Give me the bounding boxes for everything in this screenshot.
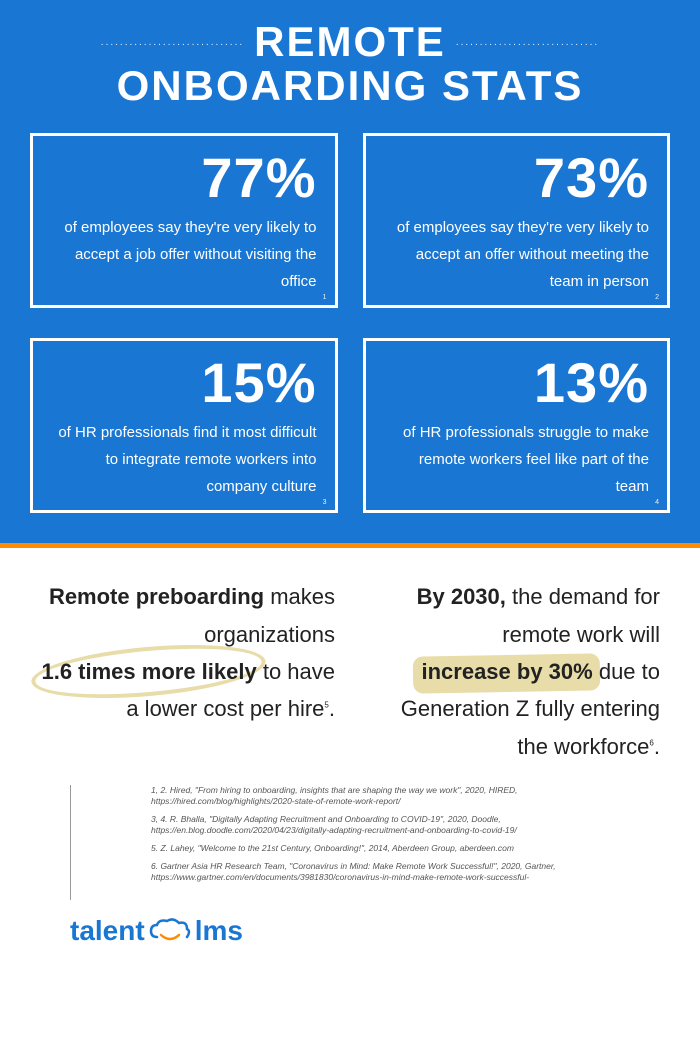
stat-cards: 77% of employees say they're very likely… [30, 133, 670, 513]
dots-left: .............................. [101, 37, 244, 48]
stat-desc: of HR professionals struggle to make rem… [384, 419, 650, 500]
references: 1, 2. Hired, "From hiring to onboarding,… [151, 785, 640, 883]
bottom-stats: Remote preboarding makes organizations 1… [0, 548, 700, 785]
title-line2: ONBOARDING STATS [30, 64, 670, 108]
stat-card: 15% of HR professionals find it most dif… [30, 338, 338, 513]
title-line1: REMOTE [254, 20, 446, 64]
bottom-stat-left: Remote preboarding makes organizations 1… [40, 578, 335, 765]
logo: talent lms [70, 915, 700, 947]
stat-percent: 15% [51, 355, 317, 411]
references-section: 1, 2. Hired, "From hiring to onboarding,… [70, 785, 700, 900]
hero-section: .............................. REMOTE ..… [0, 0, 700, 543]
text: . [329, 696, 335, 721]
stat-percent: 77% [51, 150, 317, 206]
logo-part1: talent [70, 915, 145, 947]
logo-part2: lms [195, 915, 243, 947]
bold-text: By 2030, [417, 584, 506, 609]
ref-line: 3, 4. R. Bhalla, "Digitally Adapting Rec… [151, 814, 640, 836]
stat-desc: of employees say they're very likely to … [51, 214, 317, 295]
bold-text: Remote preboarding [49, 584, 264, 609]
stat-percent: 73% [384, 150, 650, 206]
text: the demand for remote work will [502, 584, 660, 646]
stat-card: 77% of employees say they're very likely… [30, 133, 338, 308]
stat-card: 13% of HR professionals struggle to make… [363, 338, 671, 513]
ref-line: 5. Z. Lahey, "Welcome to the 21st Centur… [151, 843, 640, 854]
ref-line: 1, 2. Hired, "From hiring to onboarding,… [151, 785, 640, 807]
cloud-icon [149, 917, 191, 945]
bottom-stat-right: By 2030, the demand for remote work will… [365, 578, 660, 765]
stat-card: 73% of employees say they're very likely… [363, 133, 671, 308]
stat-desc: of HR professionals find it most difficu… [51, 419, 317, 500]
text: . [654, 734, 660, 759]
stat-ref: 1 [323, 294, 327, 301]
highlight-mark: increase by 30% [421, 653, 592, 690]
stat-percent: 13% [384, 355, 650, 411]
stat-ref: 3 [323, 499, 327, 506]
stat-ref: 2 [655, 294, 659, 301]
dots-right: .............................. [456, 37, 599, 48]
highlight-circle: 1.6 times more likely [41, 653, 256, 690]
stat-ref: 4 [655, 499, 659, 506]
ref-line: 6. Gartner Asia HR Research Team, "Coron… [151, 861, 640, 883]
title-wrap: .............................. REMOTE ..… [30, 20, 670, 108]
stat-desc: of employees say they're very likely to … [384, 214, 650, 295]
